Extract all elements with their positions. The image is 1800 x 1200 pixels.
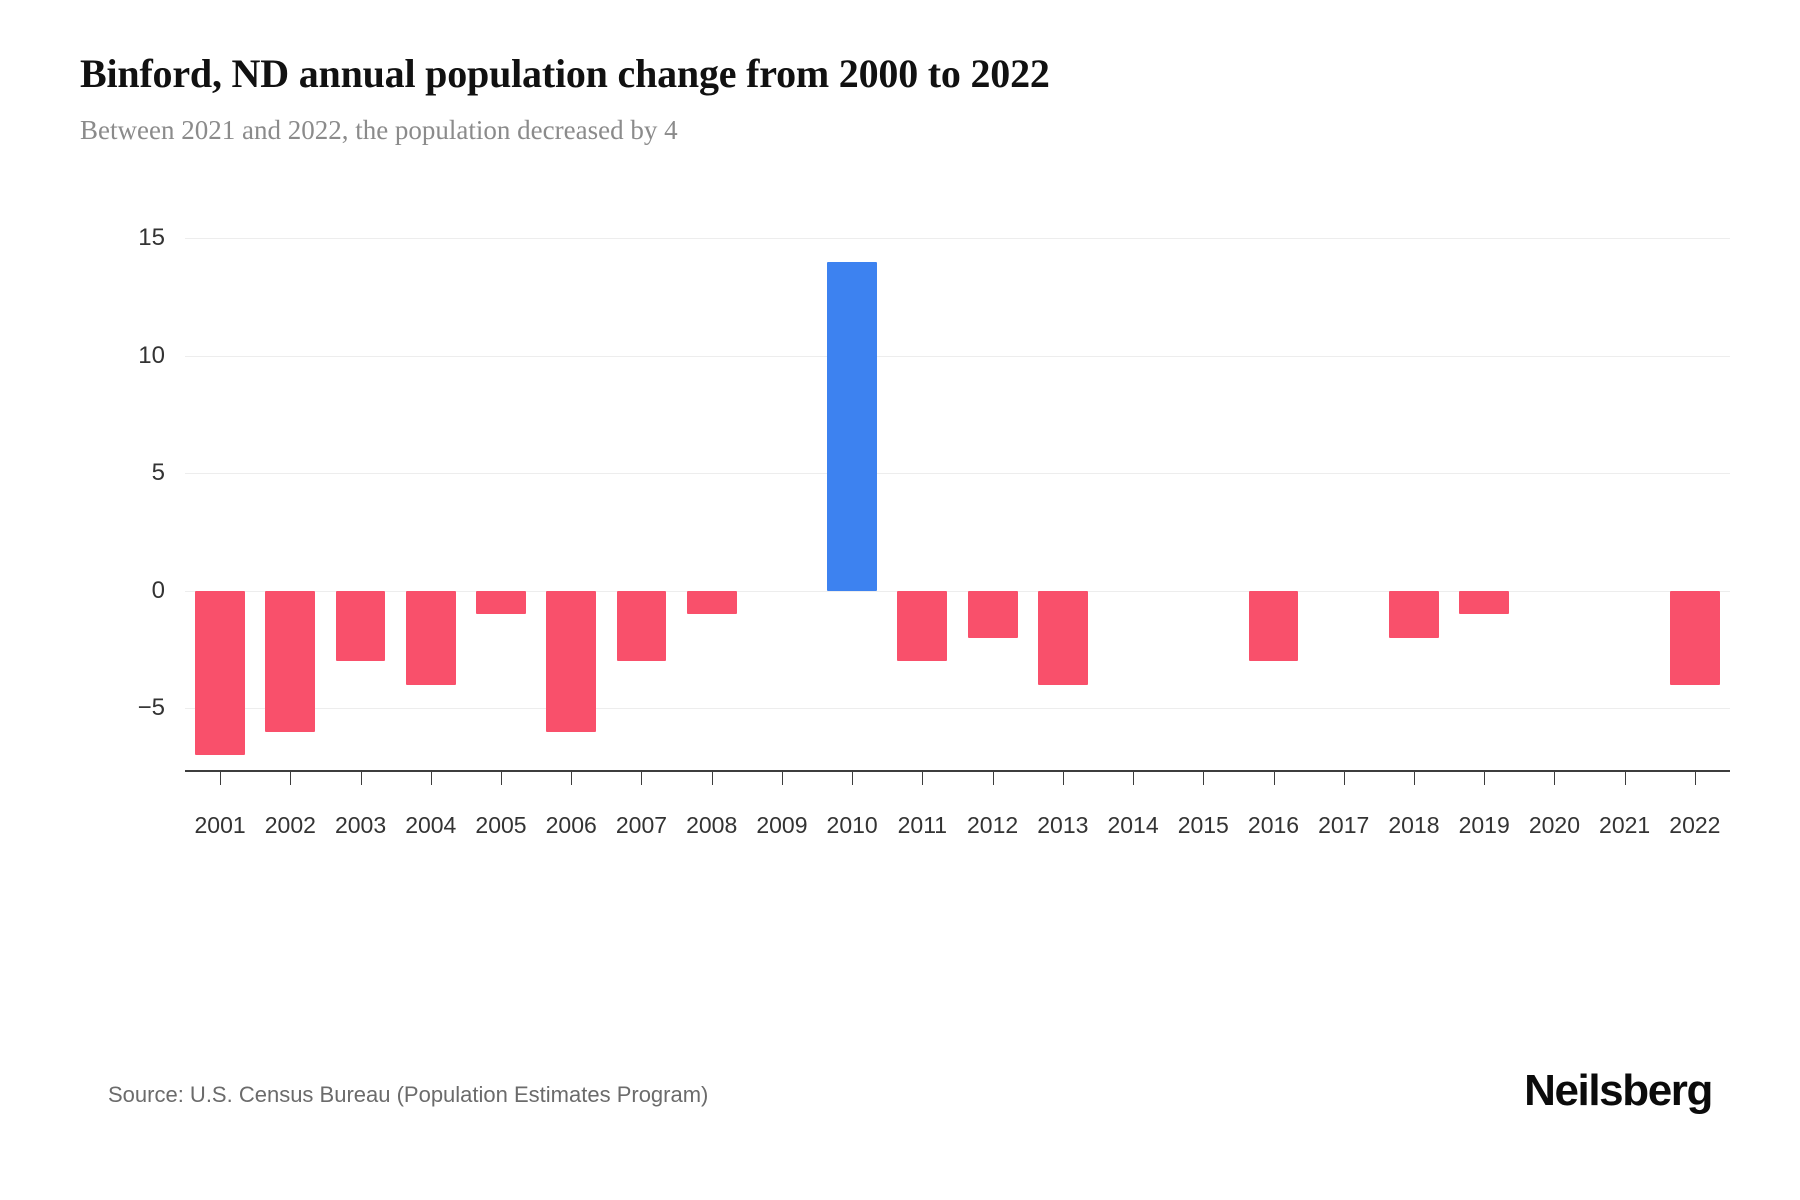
y-axis-tick-label: −5	[137, 694, 165, 721]
x-axis-tick	[641, 772, 643, 785]
bar-2005[interactable]	[476, 590, 526, 614]
x-axis-tick-label: 2013	[1037, 812, 1089, 838]
x-axis-tick	[1694, 772, 1696, 785]
bar-2016[interactable]	[1248, 590, 1299, 661]
x-axis-tick	[501, 772, 503, 785]
bar-2011[interactable]	[897, 590, 948, 661]
x-axis-tick	[1062, 772, 1064, 785]
chart-header: Binford, ND annual population change fro…	[80, 48, 1680, 148]
x-axis-tick-label: 2007	[615, 812, 668, 838]
bar-2012[interactable]	[967, 590, 1018, 638]
x-axis-tick	[711, 772, 713, 785]
x-axis-tick	[992, 772, 994, 785]
x-axis-tick	[571, 772, 573, 785]
x-axis-tick	[1133, 772, 1135, 785]
x-axis-line	[185, 770, 1730, 772]
plot-area	[185, 238, 1730, 755]
bar-2019[interactable]	[1459, 590, 1510, 614]
x-axis-tick-label: 2012	[967, 812, 1019, 838]
gridline	[185, 238, 1730, 239]
bar-2022[interactable]	[1669, 590, 1720, 685]
gridline	[185, 355, 1730, 357]
x-axis-tick	[922, 772, 924, 785]
bar-2006[interactable]	[546, 590, 597, 732]
x-axis-tick-label: 2010	[826, 812, 878, 838]
x-axis-tick-label: 2002	[264, 812, 316, 838]
chart-subtitle: Between 2021 and 2022, the population de…	[80, 115, 678, 145]
x-axis-tick	[1554, 772, 1556, 785]
x-axis-tick	[360, 772, 362, 785]
x-axis-tick-label: 2016	[1247, 812, 1300, 838]
x-axis-tick-label: 2006	[545, 812, 597, 838]
x-axis-tick	[781, 772, 783, 785]
y-axis-tick-label: 0	[151, 576, 165, 604]
bar-series	[185, 238, 1730, 755]
bar-2003[interactable]	[335, 590, 386, 661]
x-axis-tick-label: 2004	[405, 812, 457, 838]
x-axis-tick-label: 2014	[1107, 812, 1159, 838]
bar-2002[interactable]	[265, 590, 316, 732]
gridline	[185, 473, 1730, 474]
brand-logo: Neilsberg	[1524, 1066, 1713, 1115]
x-axis-tick-label: 2003	[334, 812, 387, 838]
x-axis-tick-label: 2017	[1318, 812, 1370, 838]
bar-2010[interactable]	[827, 261, 878, 591]
x-axis-tick-label: 2009	[756, 812, 808, 838]
bar-2013[interactable]	[1037, 590, 1088, 685]
y-axis-tick-label: 15	[138, 224, 165, 251]
x-axis-tick	[852, 772, 854, 785]
bar-2001[interactable]	[195, 590, 246, 755]
gridline	[185, 708, 1730, 709]
page-title: Binford, ND annual population change fro…	[80, 51, 1050, 96]
x-axis-tick-label: 2021	[1599, 812, 1651, 838]
bar-2008[interactable]	[686, 590, 737, 614]
x-axis-tick-label: 2011	[897, 812, 948, 838]
source-note: Source: U.S. Census Bureau (Population E…	[108, 1082, 709, 1107]
x-axis-tick-label: 2008	[686, 812, 738, 838]
x-axis-tick	[1343, 772, 1345, 785]
bar-2004[interactable]	[405, 590, 456, 685]
x-axis-tick-label: 2020	[1528, 812, 1580, 838]
x-axis-tick-label: 2001	[194, 812, 246, 838]
x-axis-tick-label: 2005	[475, 812, 527, 838]
y-axis-tick-label: 5	[151, 459, 165, 486]
x-axis-tick	[1484, 772, 1486, 785]
y-axis-tick-label: 10	[138, 341, 165, 369]
x-axis-tick-label: 2018	[1388, 812, 1440, 838]
x-axis-tick-label: 2022	[1669, 812, 1721, 838]
x-axis-tick	[1273, 772, 1275, 785]
x-axis-tick	[220, 772, 222, 785]
x-axis-tick	[1624, 772, 1626, 785]
x-axis-tick	[1203, 772, 1205, 785]
x-axis-tick-label: 2019	[1458, 812, 1510, 838]
x-axis-tick	[1413, 772, 1415, 785]
bar-2018[interactable]	[1389, 590, 1439, 638]
x-axis-tick-label: 2015	[1177, 812, 1229, 838]
x-axis-tick	[290, 772, 292, 785]
gridline	[185, 590, 1730, 592]
x-axis-tick	[430, 772, 432, 785]
bar-2007[interactable]	[616, 590, 667, 661]
